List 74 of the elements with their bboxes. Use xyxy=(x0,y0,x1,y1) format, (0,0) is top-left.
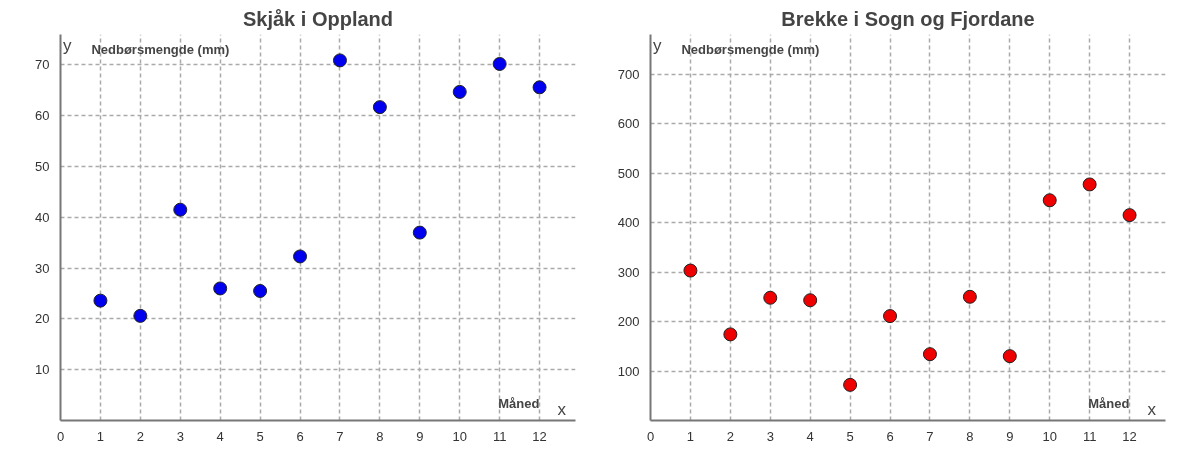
x-tick-label: 6 xyxy=(296,428,304,444)
y-tick-label: 700 xyxy=(617,66,640,82)
y-tick-label: 500 xyxy=(617,165,640,181)
point xyxy=(133,308,148,323)
point xyxy=(1082,177,1097,192)
point xyxy=(962,289,977,304)
y-tick-label: 400 xyxy=(617,215,640,231)
point xyxy=(1002,349,1017,364)
y-tick-label: 100 xyxy=(617,363,640,379)
x-tick-label: 10 xyxy=(1042,428,1057,444)
point xyxy=(1122,208,1137,223)
point xyxy=(253,284,268,298)
chart-title: Skjåk i Oppland xyxy=(242,7,394,30)
point xyxy=(213,281,228,296)
point xyxy=(412,225,427,240)
x-tick-label: 11 xyxy=(1082,428,1097,444)
point xyxy=(922,347,937,362)
point xyxy=(332,53,347,68)
y-tick-label: 300 xyxy=(617,264,640,280)
y-tick-label: 70 xyxy=(35,57,50,73)
x-tick-label: 4 xyxy=(216,428,224,444)
annotation: y xyxy=(63,36,73,56)
y-tick-label: 200 xyxy=(617,314,640,330)
point xyxy=(1042,193,1057,208)
x-tick-label: 0 xyxy=(646,428,655,444)
y-tick-label: 50 xyxy=(35,159,50,175)
x-tick-label: 7 xyxy=(336,428,344,444)
x-tick-label: 6 xyxy=(886,428,894,444)
annotation: x xyxy=(1147,399,1157,419)
x-tick-label: 7 xyxy=(926,428,934,444)
y-tick-label: 40 xyxy=(35,209,50,225)
y-tick-label: 30 xyxy=(35,260,50,276)
x-tick-label: 3 xyxy=(176,428,184,444)
x-axis-title: Måned xyxy=(1088,395,1130,411)
annotation: x xyxy=(557,399,567,419)
x-tick-label: 5 xyxy=(256,428,264,444)
point xyxy=(843,377,858,392)
point xyxy=(683,263,698,278)
x-tick-label: 2 xyxy=(136,428,144,444)
x-tick-label: 3 xyxy=(766,428,774,444)
y-tick-label: 60 xyxy=(35,108,50,124)
point xyxy=(883,309,898,324)
x-tick-label: 9 xyxy=(1006,428,1014,444)
x-tick-label: 8 xyxy=(376,428,384,444)
x-tick-label: 12 xyxy=(1122,428,1137,444)
point xyxy=(532,80,547,95)
point xyxy=(372,100,387,115)
x-tick-label: 8 xyxy=(966,428,974,444)
y-tick-label: 600 xyxy=(617,116,640,132)
x-tick-label: 0 xyxy=(56,428,65,444)
y-axis-title: Nedbørsmengde (mm) xyxy=(681,42,820,58)
point xyxy=(723,327,738,342)
y-axis-title: Nedbørsmengde (mm) xyxy=(91,42,230,58)
x-tick-label: 12 xyxy=(532,428,547,444)
y-tick-label: 20 xyxy=(35,311,50,327)
point xyxy=(293,249,308,264)
x-tick-label: 1 xyxy=(96,428,105,444)
x-tick-label: 11 xyxy=(492,428,507,444)
point xyxy=(763,290,778,305)
annotation: y xyxy=(653,36,663,56)
point xyxy=(452,84,467,99)
y-tick-label: 10 xyxy=(35,362,50,378)
x-tick-label: 2 xyxy=(726,428,734,444)
point xyxy=(173,202,188,217)
x-tick-label: 1 xyxy=(686,428,695,444)
x-tick-label: 10 xyxy=(452,428,467,444)
x-tick-label: 9 xyxy=(416,428,424,444)
point xyxy=(492,56,507,71)
point xyxy=(803,293,818,308)
x-tick-label: 5 xyxy=(846,428,854,444)
point xyxy=(93,293,108,308)
chart-title: Brekke i Sogn og Fjordane xyxy=(781,7,1035,30)
x-axis-title: Måned xyxy=(498,395,540,411)
x-tick-label: 4 xyxy=(806,428,814,444)
